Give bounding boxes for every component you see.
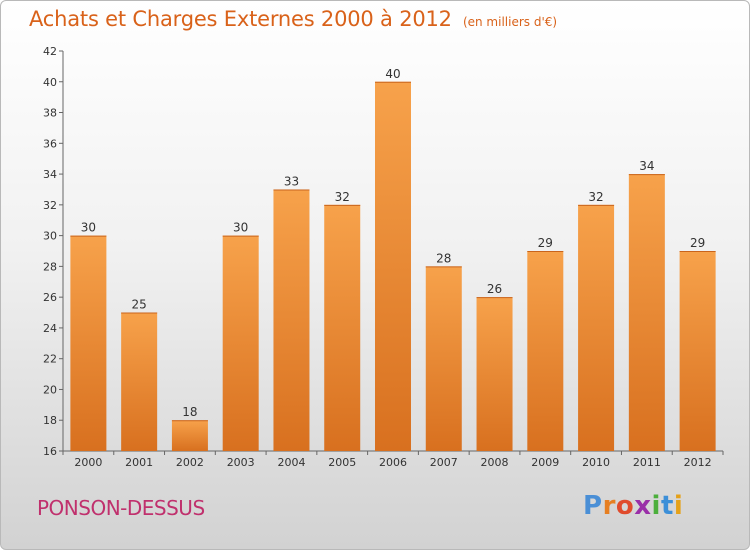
y-tick-label: 32 xyxy=(43,199,57,212)
y-tick-label: 34 xyxy=(43,168,57,181)
bar-value-label: 30 xyxy=(81,221,96,235)
x-tick-label: 2011 xyxy=(633,456,661,469)
y-tick-label: 40 xyxy=(43,76,57,89)
bar-value-label: 40 xyxy=(385,67,400,81)
logo-letter: P xyxy=(583,491,603,521)
x-tick-label: 2002 xyxy=(176,456,204,469)
y-tick-label: 16 xyxy=(43,445,57,458)
bar-value-label: 18 xyxy=(182,405,197,419)
y-tick-label: 26 xyxy=(43,291,57,304)
proxiti-logo: Proxiti xyxy=(583,491,683,521)
y-tick-label: 28 xyxy=(43,260,57,273)
commune-name: PONSON-DESSUS xyxy=(37,496,205,520)
bar-2003 xyxy=(222,235,259,451)
bar-2007 xyxy=(425,266,462,451)
bar-2005 xyxy=(324,204,361,451)
y-tick-label: 30 xyxy=(43,230,57,243)
bar-2004 xyxy=(273,189,310,451)
y-tick-label: 36 xyxy=(43,137,57,150)
x-tick-label: 2012 xyxy=(684,456,712,469)
y-tick-label: 18 xyxy=(43,414,57,427)
x-tick-label: 2007 xyxy=(430,456,458,469)
bars: 30 25 18 30 33 32 40 28 26 29 32 34 29 xyxy=(70,67,716,452)
bar-2012 xyxy=(679,251,716,451)
y-tick-label: 22 xyxy=(43,353,57,366)
x-tick-label: 2005 xyxy=(328,456,356,469)
logo-letter: o xyxy=(615,491,635,521)
bar-value-label: 30 xyxy=(233,221,248,235)
x-tick-label: 2010 xyxy=(582,456,610,469)
x-tick-label: 2001 xyxy=(125,456,153,469)
logo-letter: i xyxy=(651,491,661,521)
bar-2008 xyxy=(476,297,513,451)
y-tick-label: 42 xyxy=(43,45,57,58)
bar-value-label: 33 xyxy=(284,174,299,188)
bar-value-label: 28 xyxy=(436,251,451,265)
bar-2001 xyxy=(121,312,158,451)
logo-letter: x xyxy=(634,491,652,521)
chart-unit-note: (en milliers d'€) xyxy=(462,15,558,29)
bar-2010 xyxy=(578,204,615,451)
x-tick-label: 2009 xyxy=(531,456,559,469)
x-tick-label: 2004 xyxy=(277,456,305,469)
y-tick-label: 24 xyxy=(43,322,57,335)
x-tick-label: 2008 xyxy=(481,456,509,469)
bar-value-label: 32 xyxy=(335,190,350,204)
y-tick-label: 38 xyxy=(43,107,57,120)
bar-2009 xyxy=(527,251,564,451)
bar-value-label: 32 xyxy=(588,190,603,204)
bar-2002 xyxy=(171,420,208,451)
x-tick-label: 2000 xyxy=(74,456,102,469)
y-tick-label: 20 xyxy=(43,383,57,396)
bar-value-label: 34 xyxy=(639,159,654,173)
bar-value-label: 29 xyxy=(690,236,705,250)
x-tick-label: 2003 xyxy=(227,456,255,469)
bar-2011 xyxy=(628,174,665,452)
bar-2000 xyxy=(70,235,107,451)
bar-value-label: 29 xyxy=(538,236,553,250)
bar-value-label: 26 xyxy=(487,282,502,296)
logo-letter: t xyxy=(660,491,674,521)
bar-2006 xyxy=(375,81,411,452)
x-tick-label: 2006 xyxy=(379,456,407,469)
axes: 16 18 20 22 24 26 28 30 32 34 36 38 40 42 2000 2001 2002… xyxy=(43,45,724,469)
bar-value-label: 25 xyxy=(132,298,147,312)
logo-letter: r xyxy=(602,491,616,521)
chart-title: Achats et Charges Externes 2000 à 2012 xyxy=(29,7,452,31)
logo-letter: i xyxy=(673,491,684,521)
title-row: Achats et Charges Externes 2000 à 2012 (… xyxy=(29,7,557,31)
